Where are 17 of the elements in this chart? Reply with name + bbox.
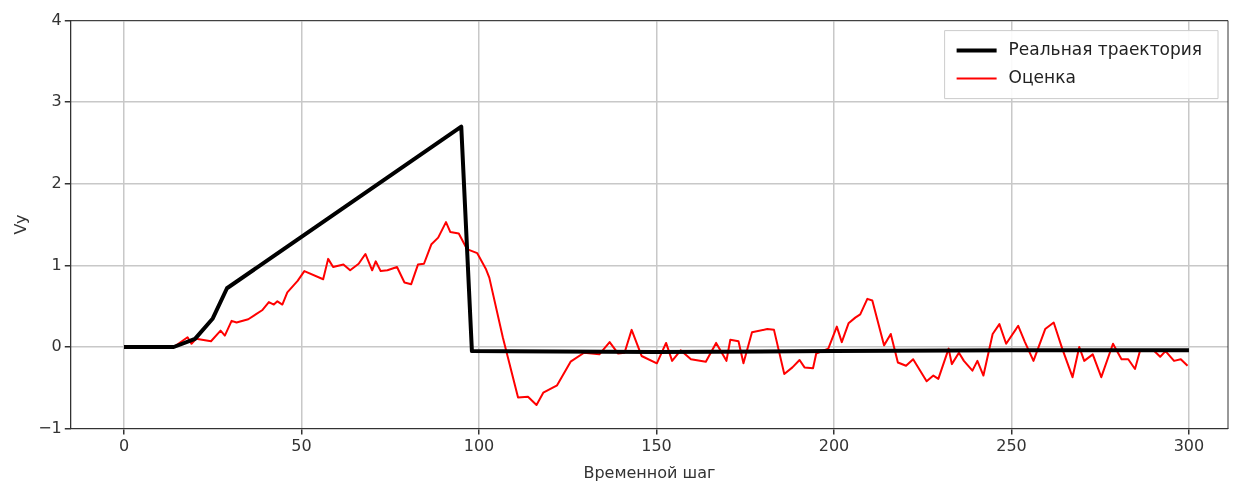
x-tick-label: 0	[118, 436, 130, 456]
x-axis-title: Временной шаг	[583, 462, 716, 482]
y-tick-label: −1	[38, 417, 62, 437]
x-tick-label: 200	[818, 436, 850, 456]
y-axis-title: Vy	[10, 214, 30, 235]
y-tick-label: 0	[51, 336, 62, 356]
legend-label: Оценка	[1008, 67, 1076, 88]
x-tick-label: 250	[996, 436, 1027, 456]
legend-label: Реальная траектория	[1008, 39, 1203, 60]
x-tick-label: 300	[1173, 436, 1205, 456]
y-tick-label: 2	[51, 172, 62, 192]
y-tick-label: 1	[51, 254, 62, 274]
x-tick-label: 100	[463, 436, 495, 456]
y-tick-label: 3	[51, 91, 62, 111]
y-tick-label: 4	[51, 9, 62, 29]
x-tick-label: 150	[641, 436, 672, 456]
x-tick-label: 50	[291, 436, 312, 456]
